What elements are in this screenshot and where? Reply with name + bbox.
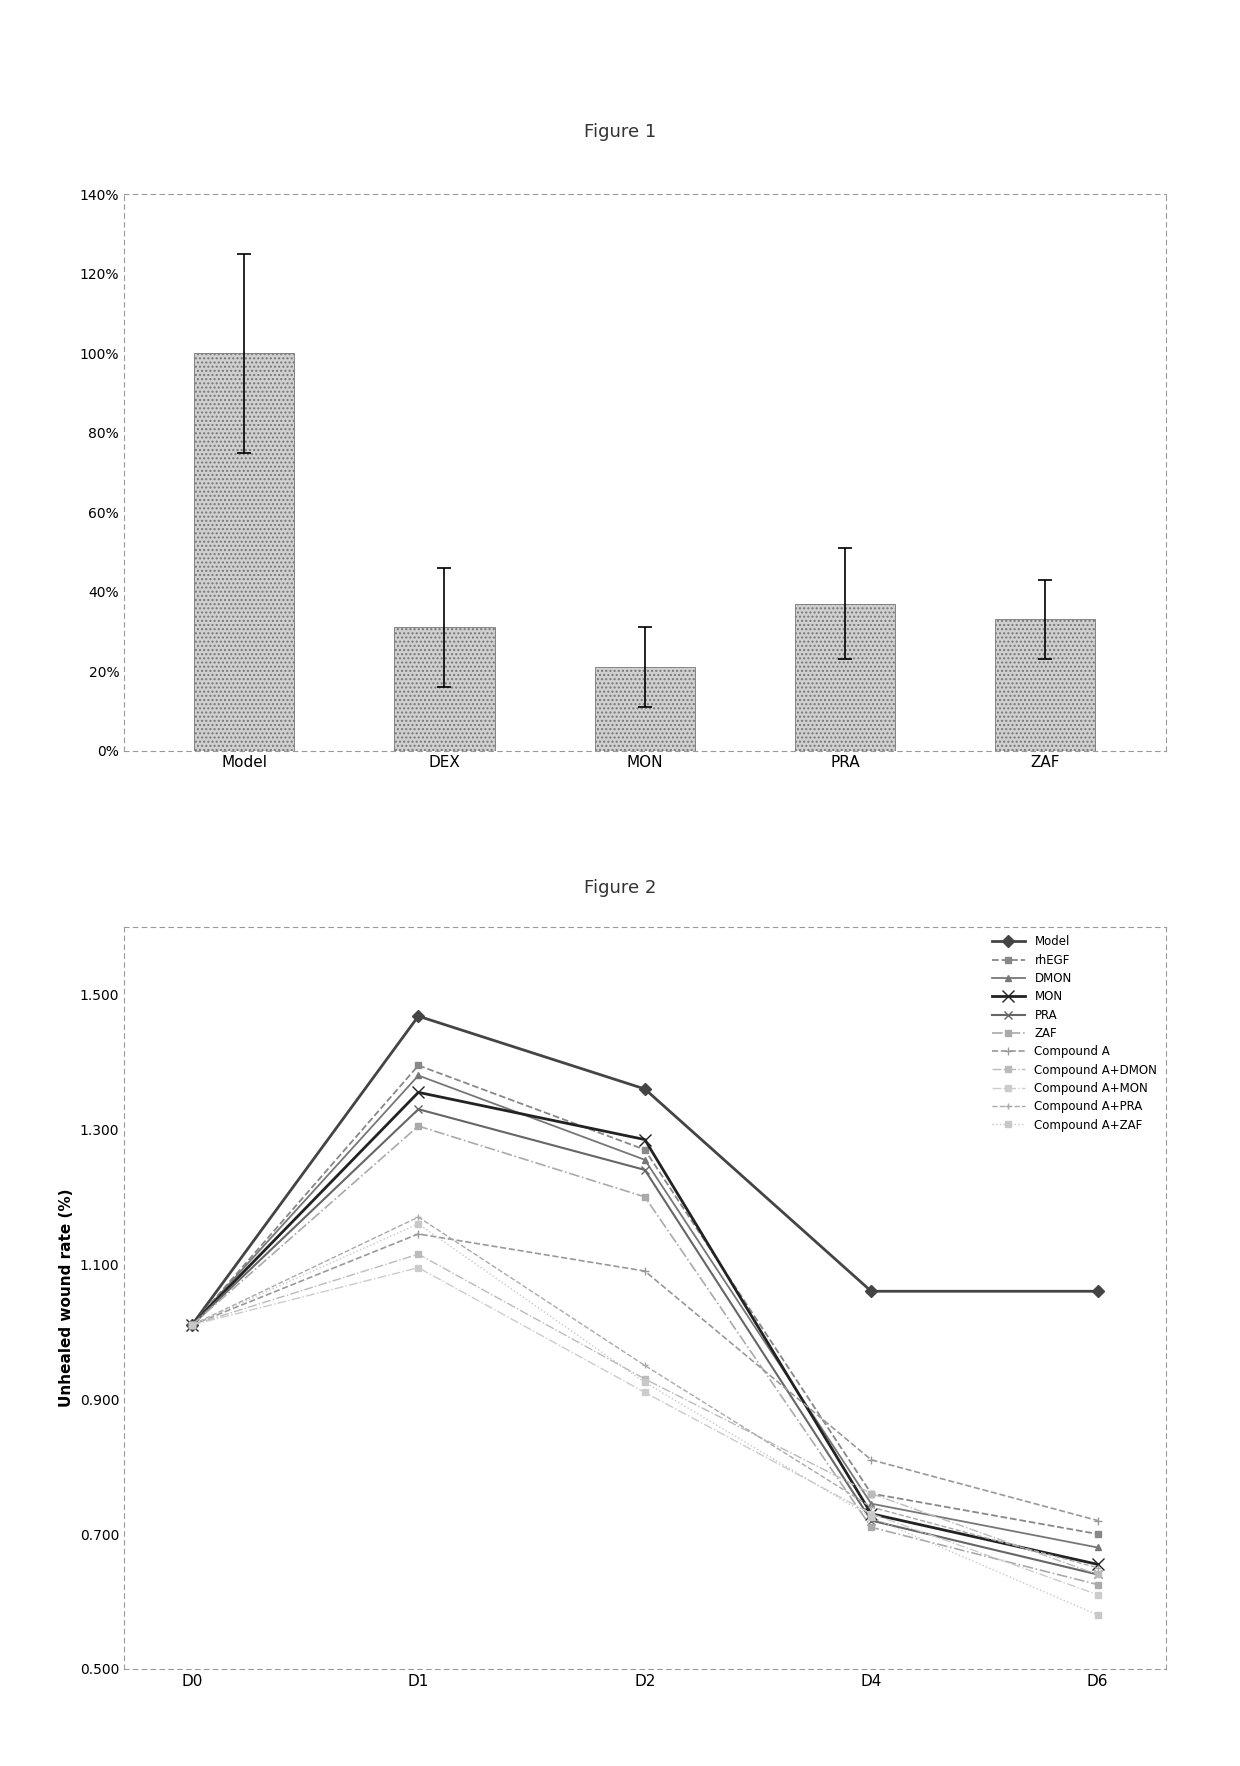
Bar <box>795 604 895 751</box>
Bar <box>394 627 495 751</box>
Text: Figure 2: Figure 2 <box>584 879 656 897</box>
Bar <box>595 668 694 751</box>
Legend: Model, rhEGF, DMON, MON, PRA, ZAF, Compound A, Compound A+DMON, Compound A+MON, : Model, rhEGF, DMON, MON, PRA, ZAF, Compo… <box>987 931 1162 1136</box>
Bar <box>996 620 1095 751</box>
Text: Figure 1: Figure 1 <box>584 124 656 141</box>
Bar <box>195 353 294 751</box>
Y-axis label: Unhealed wound rate (%): Unhealed wound rate (%) <box>60 1189 74 1408</box>
